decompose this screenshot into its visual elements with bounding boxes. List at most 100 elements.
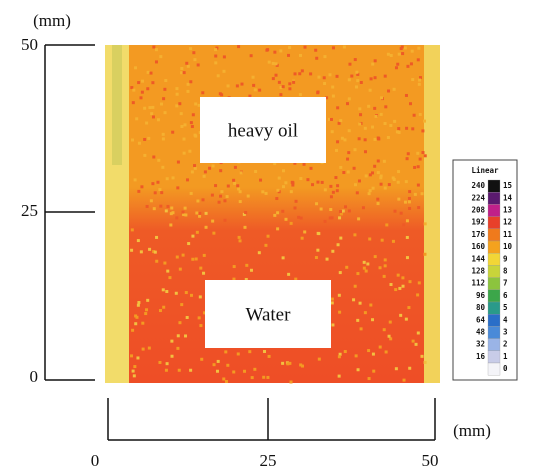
speckle-dot: [364, 150, 367, 153]
speckle-dot: [410, 62, 413, 65]
wall-strip: [424, 45, 440, 383]
speckle-dot: [146, 299, 149, 302]
colorbar-swatch: [488, 339, 500, 351]
speckle-dot: [165, 209, 168, 212]
speckle-dot: [178, 321, 181, 324]
speckle-dot: [290, 222, 293, 225]
speckle-dot: [371, 126, 374, 129]
colorbar-label: 6: [503, 291, 508, 300]
speckle-dot: [338, 375, 341, 378]
colorbar-label: 5: [503, 303, 508, 312]
colorbar-swatch: [488, 265, 500, 277]
speckle-dot: [248, 350, 251, 353]
colorbar-label: 96: [476, 291, 486, 300]
speckle-dot: [379, 346, 382, 349]
speckle-dot: [384, 264, 387, 267]
speckle-dot: [358, 137, 361, 140]
speckle-dot: [237, 45, 240, 48]
speckle-dot: [323, 76, 326, 79]
speckle-dot: [401, 276, 404, 279]
speckle-dot: [383, 160, 386, 163]
speckle-dot: [419, 158, 422, 161]
speckle-dot: [133, 374, 136, 377]
colorbar-label: 176: [471, 230, 485, 239]
speckle-dot: [417, 184, 420, 187]
speckle-dot: [131, 329, 134, 332]
speckle-dot: [338, 311, 341, 314]
speckle-dot: [406, 236, 409, 239]
speckle-dot: [387, 136, 390, 139]
speckle-dot: [332, 46, 335, 49]
speckle-dot: [360, 81, 363, 84]
speckle-dot: [309, 72, 312, 75]
speckle-dot: [179, 268, 182, 271]
speckle-dot: [309, 167, 312, 170]
speckle-dot: [176, 256, 179, 259]
speckle-dot: [258, 251, 261, 254]
speckle-dot: [282, 185, 285, 188]
colorbar-swatch: [488, 192, 500, 204]
speckle-dot: [348, 97, 351, 100]
speckle-dot: [318, 358, 321, 361]
speckle-dot: [376, 198, 379, 201]
speckle-dot: [412, 340, 415, 343]
speckle-dot: [400, 212, 403, 215]
y-tick-label: 50: [21, 35, 38, 54]
speckle-dot: [166, 177, 169, 180]
speckle-dot: [359, 113, 362, 116]
speckle-dot: [180, 67, 183, 70]
speckle-dot: [331, 86, 334, 89]
speckle-dot: [236, 184, 239, 187]
x-tick-label: 25: [260, 451, 277, 470]
speckle-dot: [323, 82, 326, 85]
speckle-dot: [143, 138, 146, 141]
speckle-dot: [268, 355, 271, 358]
colorbar-label: 4: [503, 315, 508, 324]
speckle-dot: [180, 125, 183, 128]
speckle-dot: [395, 66, 398, 69]
speckle-dot: [336, 75, 339, 78]
speckle-dot: [384, 75, 387, 78]
speckle-dot: [159, 309, 162, 312]
colorbar-label: 13: [503, 206, 513, 215]
speckle-dot: [405, 318, 408, 321]
speckle-dot: [168, 276, 171, 279]
speckle-dot: [373, 107, 376, 110]
speckle-dot: [191, 258, 194, 261]
speckle-dot: [363, 261, 366, 264]
speckle-dot: [364, 138, 367, 141]
speckle-dot: [226, 195, 229, 198]
speckle-dot: [157, 118, 160, 121]
speckle-dot: [135, 117, 138, 120]
speckle-dot: [134, 314, 137, 317]
speckle-dot: [239, 190, 242, 193]
speckle-dot: [183, 152, 186, 155]
speckle-dot: [329, 208, 332, 211]
speckle-dot: [405, 180, 408, 183]
speckle-dot: [180, 303, 183, 306]
speckle-dot: [328, 73, 331, 76]
page: heavy oil Water (mm) 50 25 0 0 25 50 (mm…: [0, 0, 535, 470]
speckle-dot: [408, 190, 411, 193]
speckle-dot: [151, 182, 154, 185]
speckle-dot: [162, 306, 165, 309]
speckle-dot: [244, 226, 247, 229]
speckle-dot: [189, 47, 192, 50]
speckle-dot: [199, 295, 202, 298]
speckle-dot: [142, 348, 145, 351]
speckle-dot: [265, 49, 268, 52]
speckle-dot: [162, 97, 165, 100]
speckle-dot: [332, 95, 335, 98]
colorbar-label: 10: [503, 242, 513, 251]
speckle-dot: [171, 211, 174, 214]
speckle-dot: [183, 71, 186, 74]
speckle-dot: [398, 53, 401, 56]
speckle-dot: [315, 256, 318, 259]
speckle-dot: [184, 207, 187, 210]
speckle-dot: [347, 170, 350, 173]
speckle-dot: [337, 243, 340, 246]
speckle-dot: [367, 105, 370, 108]
speckle-dot: [398, 287, 401, 290]
colorbar-swatch: [488, 204, 500, 216]
speckle-dot: [400, 47, 403, 50]
